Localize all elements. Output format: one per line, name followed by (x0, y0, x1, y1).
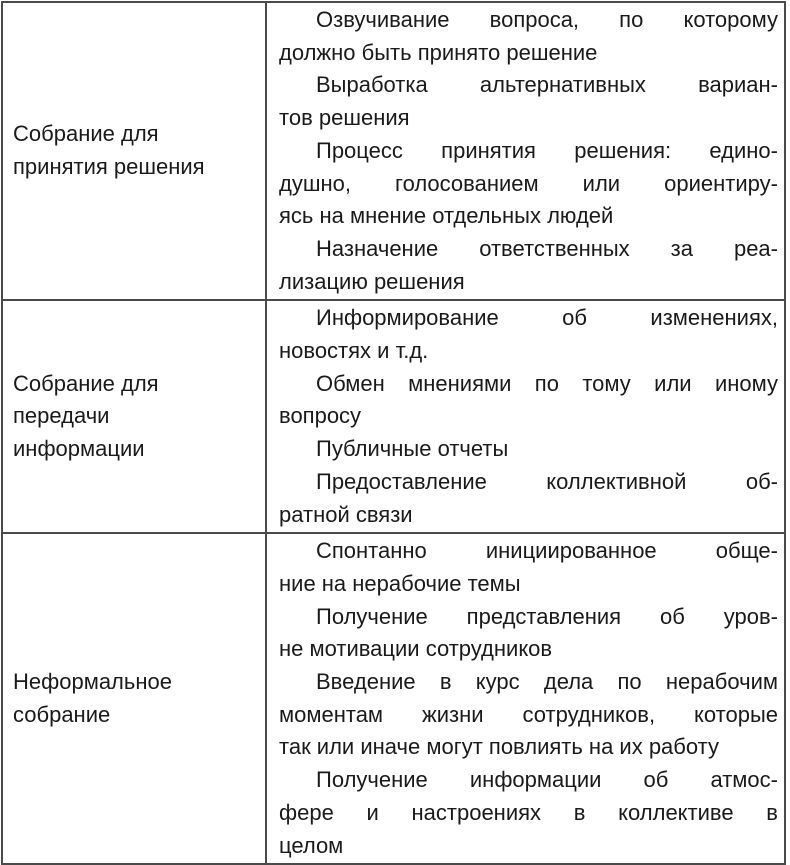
meeting-type-title-line: принятия решения (13, 154, 205, 180)
list-item-line: ратной связи (279, 501, 413, 527)
list-item-line: тов решения (279, 105, 410, 131)
list-item-line: Спонтанно инициированное обще- (316, 538, 778, 564)
list-item-line: Процесс принятия решения: едино- (316, 137, 778, 163)
meeting-type-cell: Собрание для передачи информации (1, 299, 267, 535)
list-item-line: Обмен мнениями по тому или иному (316, 370, 778, 396)
list-item: Назначение ответственных за реа-лизацию … (279, 233, 778, 298)
list-item-line: Информирование об изменениях, (316, 305, 778, 331)
meeting-type-title-line: Собрание для (13, 121, 159, 147)
list-item-line: Назначение ответственных за реа- (316, 235, 778, 261)
list-item: Спонтанно инициированное обще-ние на нер… (279, 535, 778, 600)
list-item-line: Публичные отчеты (316, 436, 509, 462)
list-item: Предоставление коллективной об-ратной св… (279, 466, 778, 531)
meeting-type-title-line: Собрание для (13, 370, 159, 396)
list-item-line: Выработка альтернативных вариан- (316, 72, 778, 98)
list-item: Выработка альтернативных вариан-тов реше… (279, 69, 778, 134)
list-item: Получение информации об атмос-фере и нас… (279, 764, 778, 862)
meeting-content-cell: Спонтанно инициированное обще-ние на нер… (265, 532, 786, 865)
list-item: Озвучивание вопроса, по которому должно б… (279, 4, 778, 69)
list-item-line: Введение в курс дела по нерабочим (316, 669, 778, 695)
list-item: Публичные отчеты (279, 433, 778, 466)
list-item-line: должно быть принято решение (279, 39, 598, 65)
list-item-line: так или иначе могут повлиять на их работ… (279, 734, 719, 760)
list-item-line: Получение представления об уров- (316, 603, 778, 629)
meeting-content-cell: Озвучивание вопроса, по которому должно б… (265, 0, 786, 302)
meeting-type-title-line: Неформальное (13, 669, 172, 695)
meeting-type-cell: Собрание для принятия решения (1, 0, 267, 302)
meeting-type-title-line: информации (13, 436, 145, 462)
list-item-line: Получение информации об атмос- (316, 767, 778, 793)
table-row: Неформальное собрание Спонтанно инициирова… (1, 532, 786, 865)
table-row: Собрание для передачи информации Информиров… (1, 299, 786, 535)
list-item: Информирование об изменениях, новостях и … (279, 302, 778, 367)
meeting-type-title-line: передачи (13, 403, 110, 429)
meeting-content-cell: Информирование об изменениях, новостях и … (265, 299, 786, 535)
list-item-line: Озвучивание вопроса, по которому (316, 7, 778, 32)
list-item-line: вопросу (279, 403, 362, 429)
list-item-line: фере и настроениях в коллективе в (279, 799, 778, 825)
list-item-line: Предоставление коллективной об- (316, 468, 778, 494)
meeting-type-title-line: собрание (13, 701, 111, 727)
list-item-line: не мотивации сотрудников (279, 636, 553, 662)
list-item-line: моментам жизни сотрудников, которые (279, 701, 778, 727)
table-row: Собрание для принятия решения Озвучивание … (1, 0, 786, 302)
list-item-line: новостях и т.д. (279, 338, 429, 364)
list-item-line: ние на нерабочие темы (279, 570, 521, 596)
list-item: Введение в курс дела по нерабочим момента… (279, 666, 778, 764)
list-item-line: душно, голосованием или ориентиру- (279, 170, 778, 196)
list-item-line: целом (279, 832, 344, 858)
list-item-line: ясь на мнение отдельных людей (279, 203, 614, 229)
list-item: Процесс принятия решения: едино-душно, г… (279, 135, 778, 233)
list-item: Обмен мнениями по тому или иному вопросу (279, 368, 778, 433)
meeting-type-cell: Неформальное собрание (1, 532, 267, 865)
list-item: Получение представления об уров-не мотив… (279, 601, 778, 666)
list-item-line: лизацию решения (279, 268, 465, 294)
